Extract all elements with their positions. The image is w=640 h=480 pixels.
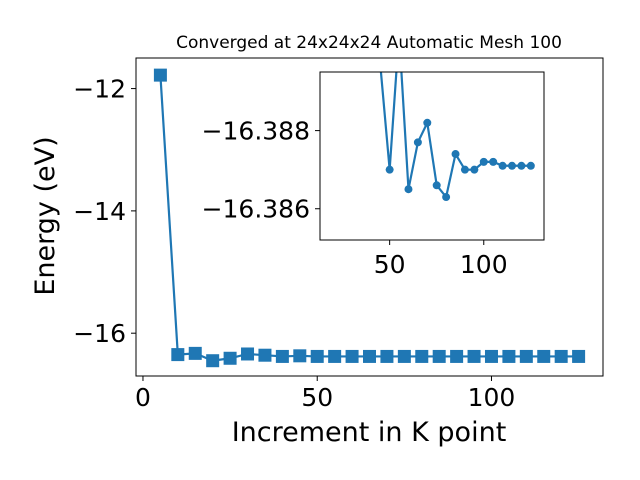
- main-data-point: [450, 349, 464, 363]
- inset-data-point: [385, 165, 394, 174]
- chart-title: Converged at 24x24x24 Automatic Mesh 100: [176, 33, 562, 53]
- main-data-point: [310, 349, 324, 363]
- inset-data-point: [517, 161, 526, 170]
- inset-data-point: [404, 185, 413, 194]
- main-data-point: [241, 347, 255, 361]
- main-data-point: [397, 349, 411, 363]
- main-data-point: [380, 349, 394, 363]
- main-data-point: [206, 354, 220, 368]
- main-x-tick-label: 0: [135, 383, 151, 412]
- main-data-point: [363, 349, 376, 363]
- main-data-point: [153, 68, 167, 82]
- inset-x-tick-label: 100: [460, 250, 508, 279]
- inset-data-point: [526, 161, 535, 170]
- main-axes-frame: [135, 57, 604, 377]
- inset-data-point: [451, 150, 460, 159]
- x-axis-label: Increment in K point: [232, 417, 507, 448]
- inset-data-point: [432, 181, 441, 190]
- inset-data-point: [460, 165, 469, 174]
- main-data-point: [258, 348, 272, 362]
- inset-data-point: [442, 193, 451, 202]
- inset-data-point: [470, 165, 479, 174]
- main-data-point: [415, 349, 429, 363]
- inset-plot: 50 100 −16.388 −16.386: [202, 71, 545, 279]
- inset-y-tick-label: −16.386: [202, 195, 310, 224]
- main-data-point: [484, 349, 498, 363]
- main-x-tick-label: 50: [301, 383, 333, 412]
- main-data-point: [223, 351, 237, 365]
- inset-data-point: [498, 161, 507, 170]
- main-data-point: [345, 349, 359, 363]
- main-data-point: [328, 349, 342, 363]
- main-y-tick-label: −12: [73, 75, 126, 104]
- main-y-tick-label: −14: [73, 197, 126, 226]
- inset-data-point: [508, 161, 516, 170]
- main-data-point: [467, 349, 481, 363]
- inset-data-point: [479, 157, 488, 166]
- main-data-point: [554, 349, 568, 363]
- main-data-point: [572, 349, 586, 363]
- main-data-point: [293, 349, 307, 363]
- main-x-tick-label: 100: [468, 383, 516, 412]
- y-axis-label: Energy (eV): [30, 136, 61, 295]
- inset-axes-frame: [319, 71, 545, 241]
- main-data-point: [519, 349, 533, 363]
- inset-data-point: [489, 157, 498, 166]
- inset-y-tick-label: −16.388: [202, 117, 310, 146]
- main-plot: 0 50 100 −12 −14 −16: [73, 57, 604, 412]
- main-y-tick-label: −16: [73, 319, 126, 348]
- main-data-point: [188, 346, 202, 360]
- main-data-point: [502, 349, 516, 363]
- main-data-point: [275, 349, 289, 363]
- main-data-point: [432, 349, 446, 363]
- inset-data-point: [423, 118, 432, 127]
- inset-x-tick-label: 50: [374, 250, 406, 279]
- main-data-point: [537, 349, 551, 363]
- main-data-point: [171, 348, 185, 362]
- inset-data-point: [413, 138, 422, 147]
